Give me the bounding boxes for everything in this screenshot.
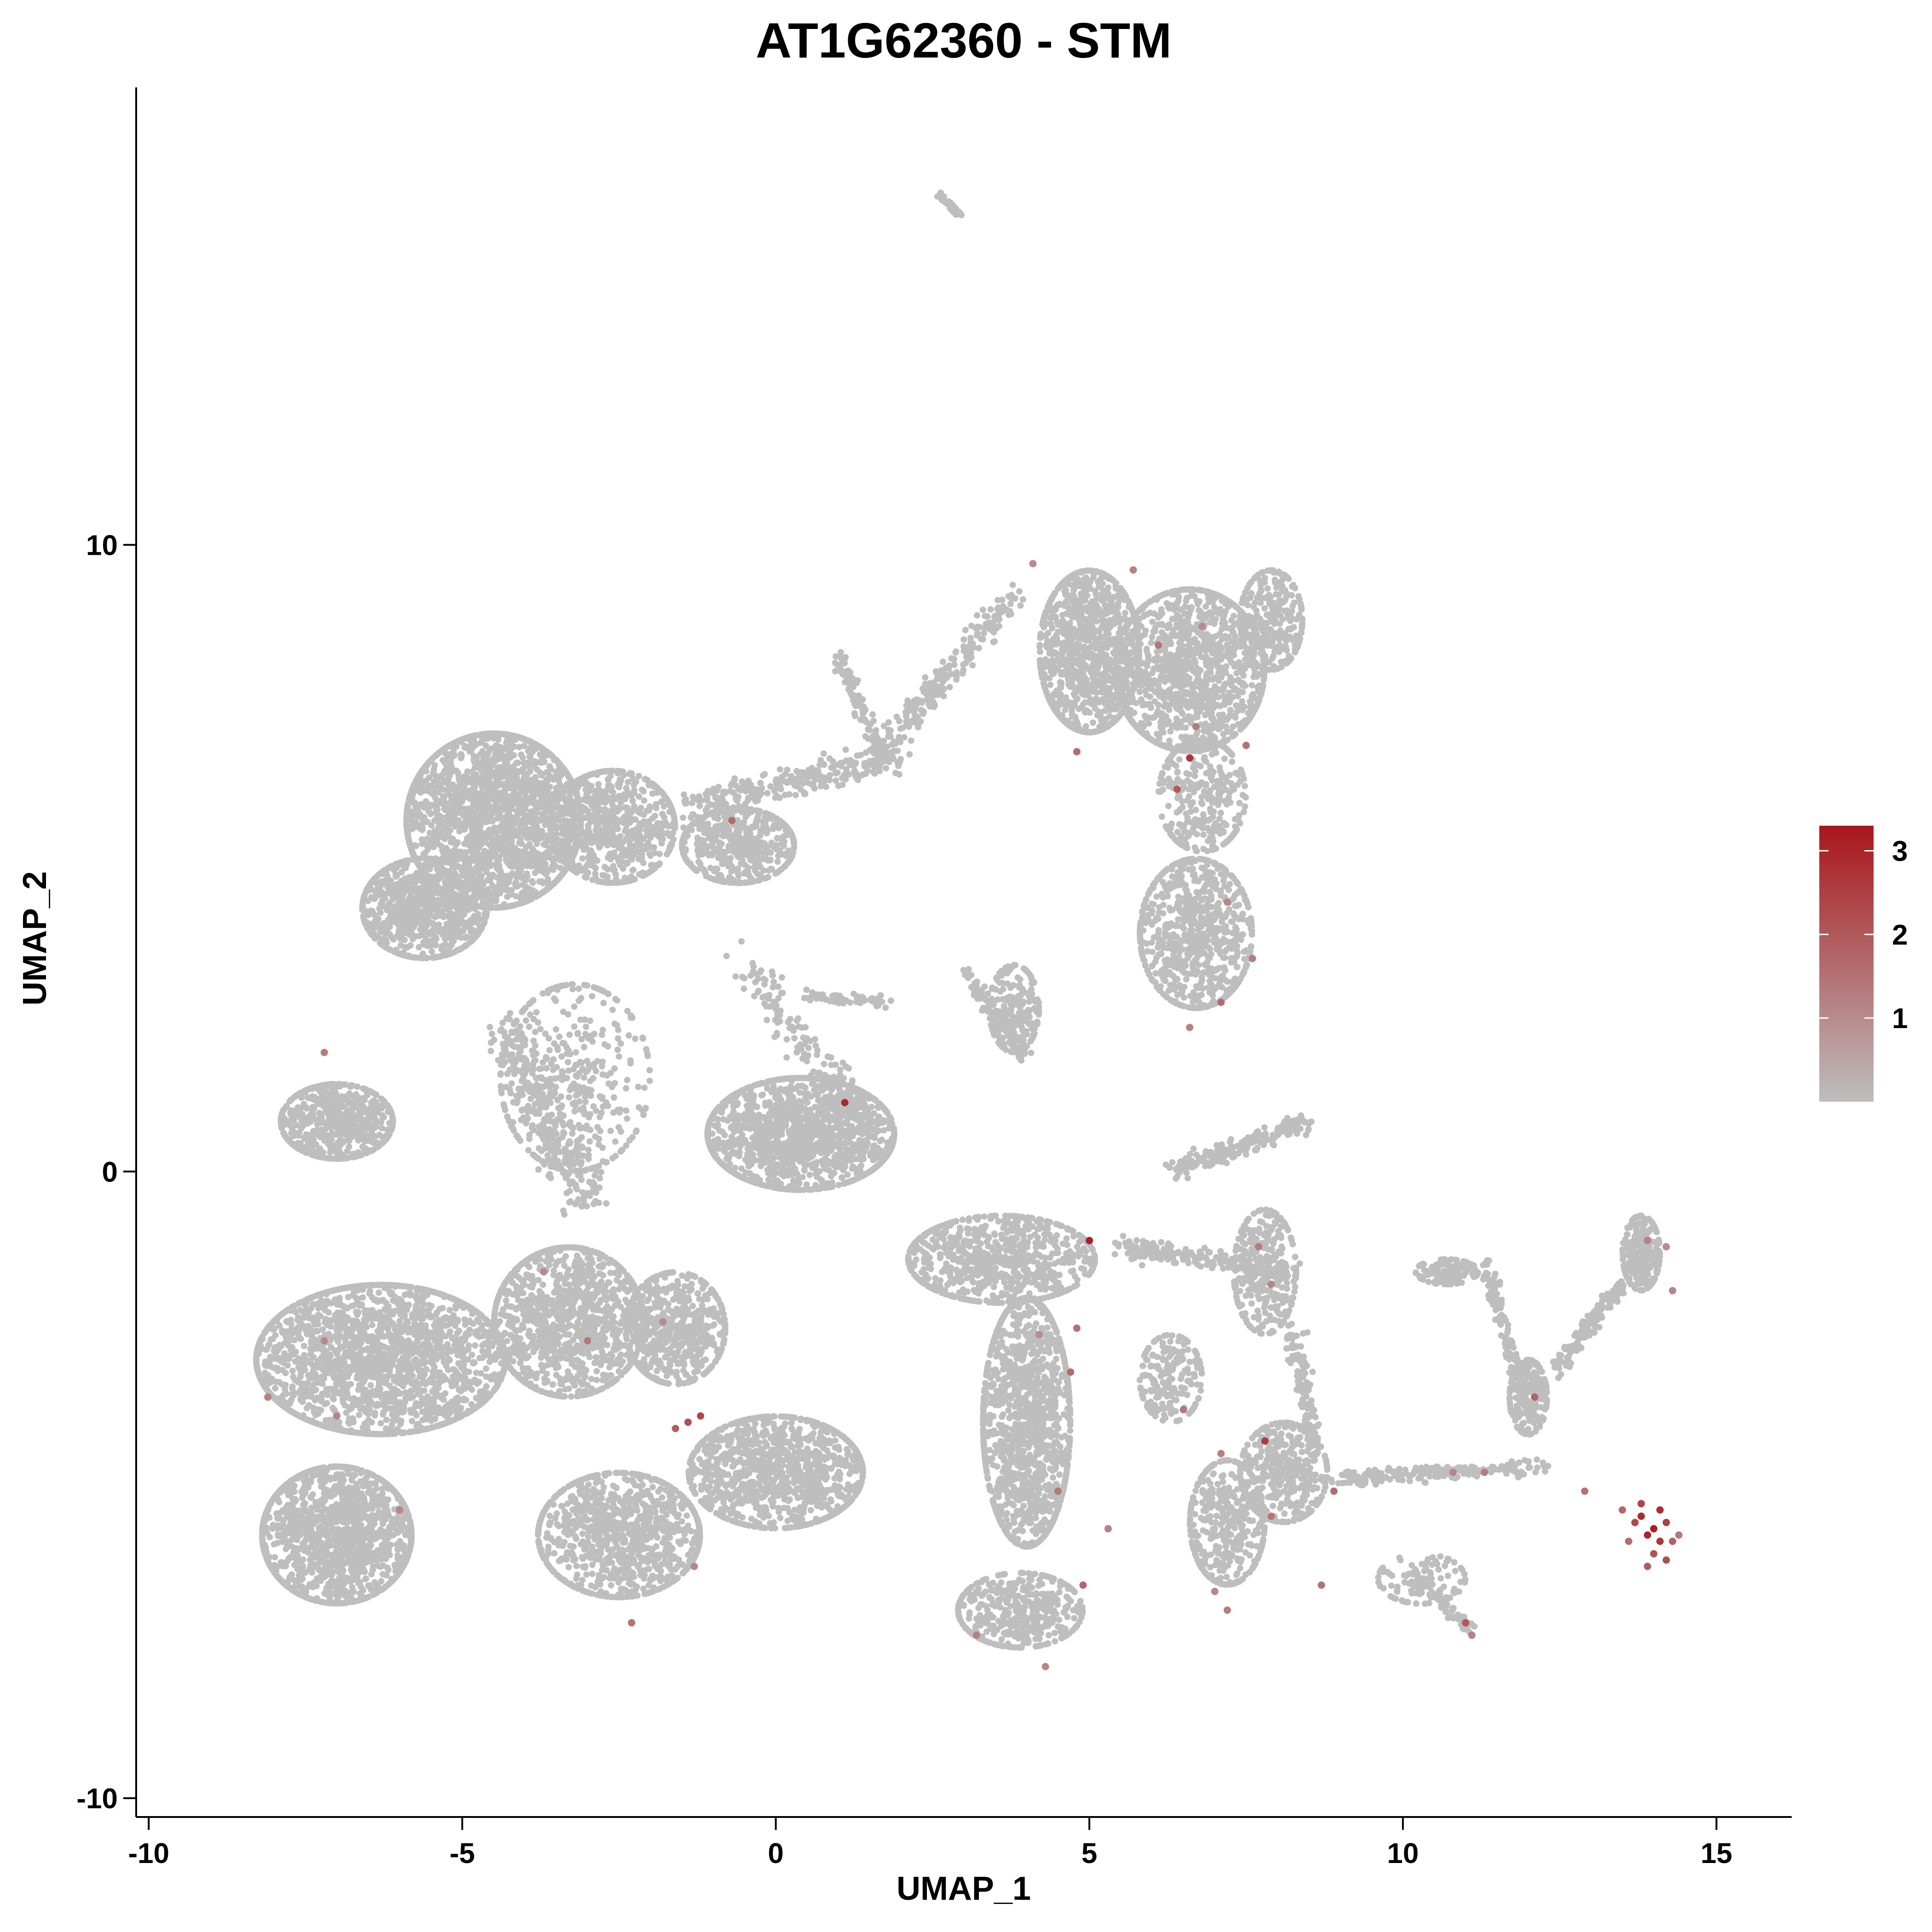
- background-cell-points: [253, 190, 1663, 1651]
- expressing-cell-point: [1198, 622, 1206, 630]
- axes: [135, 87, 1792, 1818]
- x-tick-label: 10: [1387, 1838, 1419, 1869]
- x-axis-label: UMAP_1: [897, 1870, 1031, 1907]
- expressing-cell-point: [321, 1337, 328, 1345]
- expressing-cell-point: [1625, 1537, 1633, 1545]
- expressing-cell-point: [1079, 1581, 1087, 1589]
- expressing-cell-point: [972, 1631, 980, 1639]
- expressing-cell-point: [1155, 641, 1162, 649]
- legend-tick-label: 3: [1892, 836, 1908, 868]
- expressing-cell-point: [1669, 1537, 1676, 1545]
- expressing-cell-point: [1179, 1406, 1187, 1414]
- color-legend: 1 2 3: [1819, 826, 1908, 1102]
- expressing-cell-point: [1073, 748, 1081, 756]
- expressing-cell-point: [1581, 1487, 1589, 1495]
- expressing-cell-point: [1129, 566, 1137, 574]
- expressing-cell-point: [1086, 1236, 1093, 1244]
- expressing-cell-point: [1224, 1606, 1231, 1614]
- expressing-cell-point: [1644, 1236, 1651, 1244]
- x-axis-ticks: -10 -5 0 5 10 15: [128, 1817, 1732, 1869]
- expressing-cell-point: [1662, 1243, 1670, 1251]
- expressing-cell-point: [1104, 1525, 1112, 1533]
- expressing-cell-point: [1637, 1512, 1645, 1520]
- expressing-cell-point: [1650, 1550, 1658, 1558]
- expressing-cell-point: [1656, 1506, 1664, 1514]
- chart-title: AT1G62360 - STM: [756, 12, 1172, 68]
- expressing-cell-point: [1211, 1587, 1219, 1595]
- expressing-cell-point: [1217, 999, 1225, 1006]
- y-tick-label: -10: [76, 1783, 118, 1815]
- legend-tick-label: 2: [1892, 919, 1908, 951]
- expressing-cell-point: [696, 1412, 704, 1420]
- expressing-cell-point: [1669, 1287, 1676, 1294]
- expressing-cell-point: [1531, 1393, 1539, 1401]
- legend-tick-label: 1: [1892, 1003, 1908, 1035]
- expressing-cell-point: [841, 1099, 849, 1106]
- expressing-cell-point: [1224, 898, 1231, 906]
- expressing-cell-point: [1261, 1437, 1269, 1445]
- expressing-cell-point: [1656, 1537, 1664, 1545]
- expressing-cell-point: [672, 1425, 679, 1432]
- expressing-cell-point: [264, 1393, 272, 1401]
- expressing-cell-point: [1041, 1663, 1049, 1670]
- x-tick-label: -5: [449, 1838, 475, 1869]
- y-axis-label: UMAP_2: [17, 871, 53, 1006]
- expressing-cell-point: [690, 1563, 698, 1570]
- expressing-cell-point: [1255, 1243, 1263, 1251]
- legend-colorbar: [1819, 826, 1874, 1102]
- x-tick-label: -10: [128, 1838, 169, 1869]
- expressing-cell-point: [540, 1268, 548, 1276]
- expressing-cell-point: [1644, 1563, 1651, 1570]
- expressing-cell-point: [1035, 1331, 1043, 1338]
- expressing-cells: [264, 560, 1683, 1670]
- expressing-cell-point: [1662, 1556, 1670, 1564]
- expressing-cell-point: [1192, 723, 1200, 730]
- expressing-cell-point: [1637, 1500, 1645, 1507]
- expressing-cell-point: [1054, 1487, 1062, 1495]
- expressing-cell-point: [396, 1506, 403, 1514]
- x-tick-label: 15: [1701, 1838, 1732, 1869]
- expressing-cell-point: [1186, 1024, 1194, 1031]
- expressing-cell-point: [1173, 785, 1181, 793]
- expressing-cell-point: [1675, 1531, 1683, 1539]
- expressing-cell-point: [1067, 1368, 1075, 1376]
- legend-ticks: 1 2 3: [1819, 836, 1908, 1035]
- expressing-cell-point: [1631, 1518, 1639, 1526]
- expressing-cell-point: [1481, 1468, 1488, 1476]
- expressing-cell-point: [1267, 1281, 1275, 1288]
- expressing-cell-point: [1217, 1449, 1225, 1457]
- expressing-cell-point: [1248, 954, 1256, 962]
- expressing-cell-point: [659, 1318, 667, 1326]
- expressing-cell-point: [684, 1418, 692, 1426]
- expressing-cell-point: [1267, 1512, 1275, 1520]
- expressing-cell-point: [1317, 1581, 1325, 1589]
- expressing-cell-point: [628, 1619, 635, 1627]
- expressing-cell-point: [728, 816, 736, 824]
- expressing-cell-point: [1073, 1324, 1081, 1332]
- expressing-cell-point: [1618, 1506, 1626, 1514]
- expressing-cell-point: [1662, 1518, 1670, 1526]
- expressing-cell-point: [584, 1337, 592, 1345]
- x-tick-label: 5: [1081, 1838, 1097, 1869]
- expressing-cell-point: [1186, 754, 1194, 762]
- expressing-cell-point: [1650, 1525, 1658, 1533]
- expressing-cell-point: [1029, 560, 1037, 568]
- expressing-cell-point: [321, 1049, 328, 1056]
- expressing-cell-point: [333, 1412, 341, 1420]
- x-tick-label: 0: [768, 1838, 783, 1869]
- expressing-cell-point: [1468, 1631, 1476, 1639]
- y-axis-ticks: -10 0 10: [76, 529, 136, 1815]
- y-tick-label: 0: [102, 1156, 118, 1188]
- background-cells: [253, 190, 1663, 1651]
- expressing-cell-point: [1449, 1468, 1457, 1476]
- expressing-cell-point: [1462, 1619, 1470, 1627]
- expressing-cell-point: [1242, 742, 1250, 749]
- y-tick-label: 10: [86, 529, 118, 561]
- expressing-cell-point: [1330, 1487, 1338, 1495]
- expressing-cell-point: [1644, 1531, 1651, 1539]
